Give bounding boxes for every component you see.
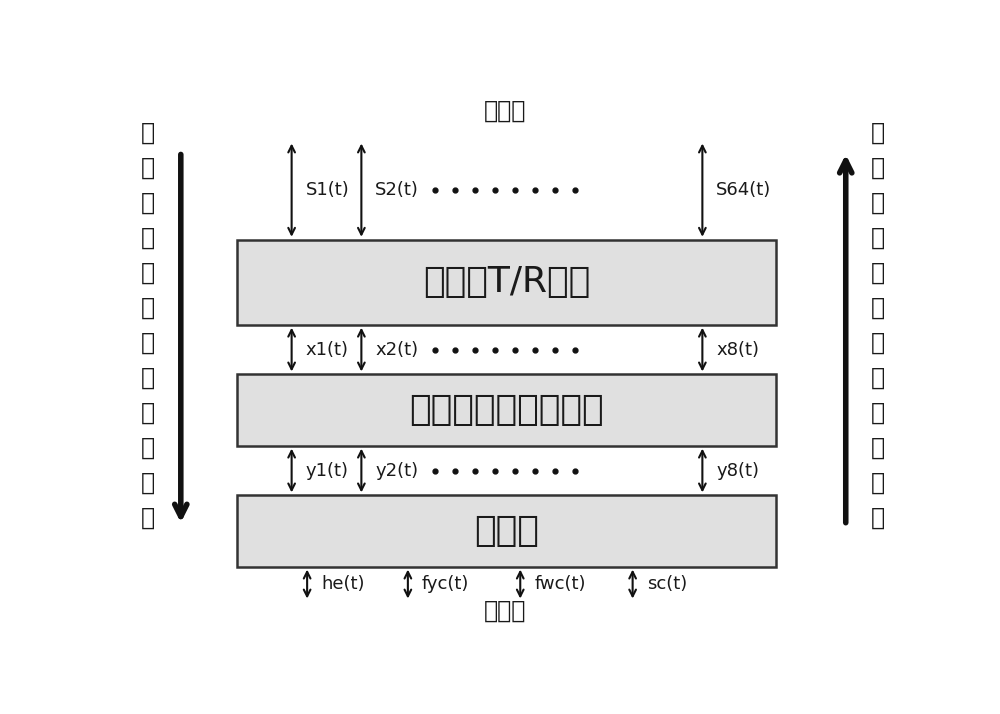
Text: 方: 方 [871, 471, 885, 494]
Text: 向: 向 [141, 506, 155, 529]
Text: 信: 信 [141, 331, 155, 354]
Bar [237, 240, 776, 325]
Text: 接: 接 [141, 121, 155, 144]
Text: 射: 射 [141, 261, 155, 284]
Bar [237, 496, 776, 567]
Bar [237, 374, 776, 446]
Text: 号: 号 [871, 366, 885, 389]
Text: 接端机: 接端机 [484, 599, 526, 623]
Text: 号: 号 [141, 366, 155, 389]
Text: 射: 射 [871, 156, 885, 179]
Text: y2(t): y2(t) [375, 461, 418, 480]
Text: 收: 收 [141, 156, 155, 179]
Text: 方: 方 [141, 471, 155, 494]
Text: 传: 传 [141, 401, 155, 424]
Text: 频: 频 [141, 296, 155, 319]
Text: fyc(t): fyc(t) [422, 575, 469, 593]
Text: 传: 传 [871, 401, 885, 424]
Text: sc(t): sc(t) [647, 575, 687, 593]
Text: y1(t): y1(t) [306, 461, 349, 480]
Text: 接天线: 接天线 [484, 99, 526, 122]
Text: 和差器: 和差器 [474, 514, 539, 548]
Text: 模: 模 [871, 191, 885, 214]
Text: 输: 输 [141, 436, 155, 459]
Text: 垂直互联射频印制板: 垂直互联射频印制板 [409, 393, 604, 427]
Text: 发: 发 [871, 121, 885, 144]
Text: x8(t): x8(t) [716, 341, 759, 358]
Text: 模: 模 [141, 191, 155, 214]
Text: 输: 输 [871, 436, 885, 459]
Text: y8(t): y8(t) [716, 461, 759, 480]
Text: S64(t): S64(t) [716, 181, 772, 199]
Text: 相控阵T/R组件: 相控阵T/R组件 [423, 265, 590, 299]
Text: x2(t): x2(t) [375, 341, 418, 358]
Text: S1(t): S1(t) [306, 181, 349, 199]
Text: 频: 频 [871, 296, 885, 319]
Text: he(t): he(t) [321, 575, 365, 593]
Text: 式: 式 [141, 226, 155, 249]
Text: x1(t): x1(t) [306, 341, 349, 358]
Text: 向: 向 [871, 506, 885, 529]
Text: 射: 射 [871, 261, 885, 284]
Text: 式: 式 [871, 226, 885, 249]
Text: fwc(t): fwc(t) [534, 575, 586, 593]
Text: 信: 信 [871, 331, 885, 354]
Text: S2(t): S2(t) [375, 181, 419, 199]
